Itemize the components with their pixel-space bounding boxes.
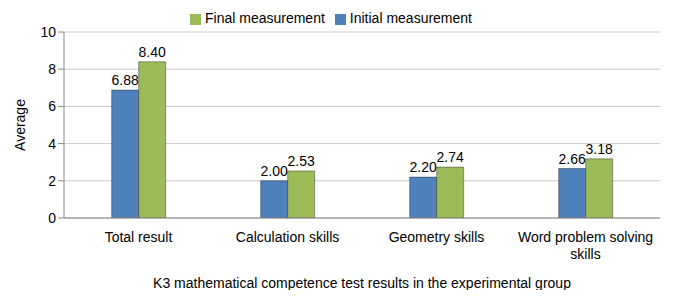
svg-text:6.88: 6.88: [112, 72, 139, 88]
svg-text:2.53: 2.53: [288, 153, 315, 169]
html-text:Initial measurement: Initial measurement: [349, 10, 472, 26]
svg-text:2.74: 2.74: [437, 149, 464, 165]
svg-text:Average: Average: [12, 99, 28, 151]
svg-text:Calculation skills: Calculation skills: [236, 229, 339, 245]
svg-text:0: 0: [48, 210, 56, 226]
svg-text:Geometry skills: Geometry skills: [389, 229, 485, 245]
svg-text:6: 6: [48, 98, 56, 114]
svg-text:10: 10: [40, 24, 56, 40]
svg-text:2.20: 2.20: [410, 159, 437, 175]
svg-text:8: 8: [48, 61, 56, 77]
svg-text:Word problem solvingskills: Word problem solvingskills: [518, 229, 653, 262]
svg-text:4: 4: [48, 136, 56, 152]
html-text:Final measurement: Final measurement: [205, 10, 325, 26]
svg-text:2: 2: [48, 173, 56, 189]
svg-text:8.40: 8.40: [139, 44, 166, 60]
svg-text:K3 mathematical competence tes: K3 mathematical competence test results …: [153, 275, 571, 290]
svg-text:Total result: Total result: [105, 229, 173, 245]
svg-text:2.66: 2.66: [559, 151, 586, 167]
svg-text:3.18: 3.18: [586, 141, 613, 157]
svg-text:2.00: 2.00: [261, 163, 288, 179]
